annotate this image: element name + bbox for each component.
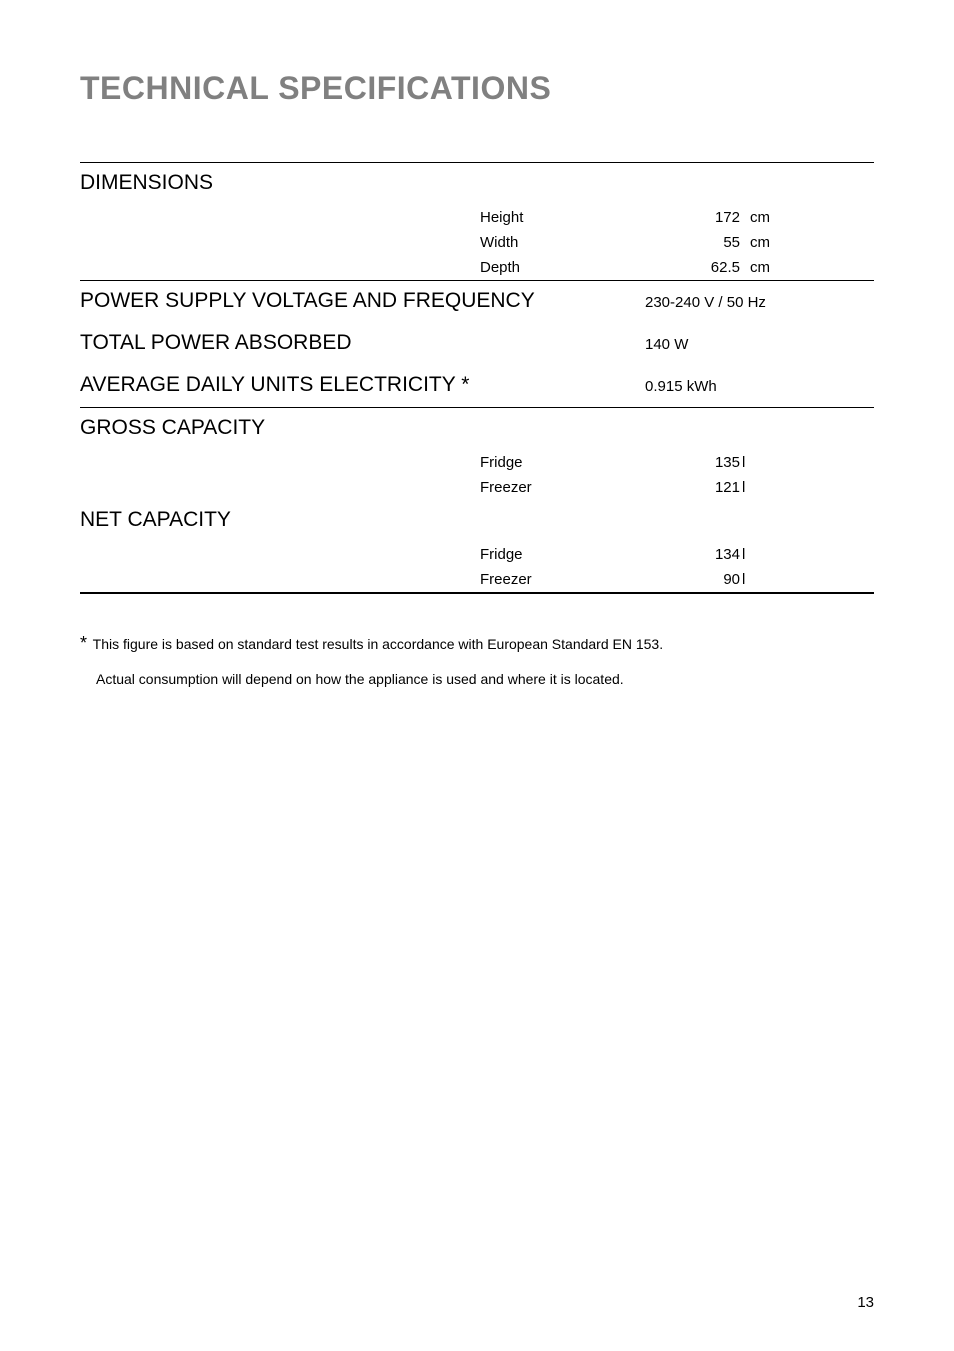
row-value: 172 [680,209,740,226]
row-value: 121 [680,479,740,496]
total-power-value: 140 W [645,336,688,353]
gross-capacity-section: GROSS CAPACITY Fridge 135 l Freezer 121 … [80,407,874,500]
table-row: Height 172 cm [480,205,874,230]
row-label: Fridge [480,454,680,471]
row-unit: cm [740,209,770,226]
table-row: Freezer 90 l [480,567,874,592]
power-supply-value: 230-240 V / 50 Hz [645,294,766,311]
page-title: TECHNICAL SPECIFICATIONS [80,70,874,107]
row-unit: l [740,546,745,563]
row-label: Height [480,209,680,226]
specifications-table: DIMENSIONS Height 172 cm Width 55 cm Dep… [80,162,874,594]
total-power-heading: TOTAL POWER ABSORBED [80,331,645,355]
page-number: 13 [857,1294,874,1311]
dimensions-section: DIMENSIONS Height 172 cm Width 55 cm Dep… [80,162,874,280]
avg-daily-value: 0.915 kWh [645,378,717,395]
row-value: 134 [680,546,740,563]
footnote-line-1: This figure is based on standard test re… [93,636,663,652]
table-row: Fridge 134 l [480,542,874,567]
row-value: 135 [680,454,740,471]
row-unit: l [740,479,745,496]
row-unit: cm [740,259,770,276]
gross-capacity-heading: GROSS CAPACITY [80,408,874,450]
row-unit: l [740,571,745,588]
row-value: 55 [680,234,740,251]
table-row: Fridge 135 l [480,450,874,475]
footnote-line-2: Actual consumption will depend on how th… [80,664,874,695]
table-row: Width 55 cm [480,230,874,255]
row-unit: l [740,454,745,471]
power-supply-heading: POWER SUPPLY VOLTAGE AND FREQUENCY [80,289,645,313]
avg-daily-heading: AVERAGE DAILY UNITS ELECTRICITY * [80,373,645,397]
row-label: Freezer [480,571,680,588]
row-unit: cm [740,234,770,251]
row-value: 90 [680,571,740,588]
table-row: Depth 62.5 cm [480,255,874,280]
row-value: 62.5 [680,259,740,276]
net-capacity-section: NET CAPACITY Fridge 134 l Freezer 90 l [80,500,874,594]
total-power-section: TOTAL POWER ABSORBED 140 W [80,323,874,365]
net-capacity-heading: NET CAPACITY [80,500,874,542]
footnote: * This figure is based on standard test … [80,624,874,694]
row-label: Freezer [480,479,680,496]
avg-daily-section: AVERAGE DAILY UNITS ELECTRICITY * 0.915 … [80,365,874,407]
footnote-star: * [80,633,87,653]
row-label: Depth [480,259,680,276]
power-supply-section: POWER SUPPLY VOLTAGE AND FREQUENCY 230-2… [80,280,874,323]
table-row: Freezer 121 l [480,475,874,500]
row-label: Fridge [480,546,680,563]
dimensions-heading: DIMENSIONS [80,163,874,205]
row-label: Width [480,234,680,251]
